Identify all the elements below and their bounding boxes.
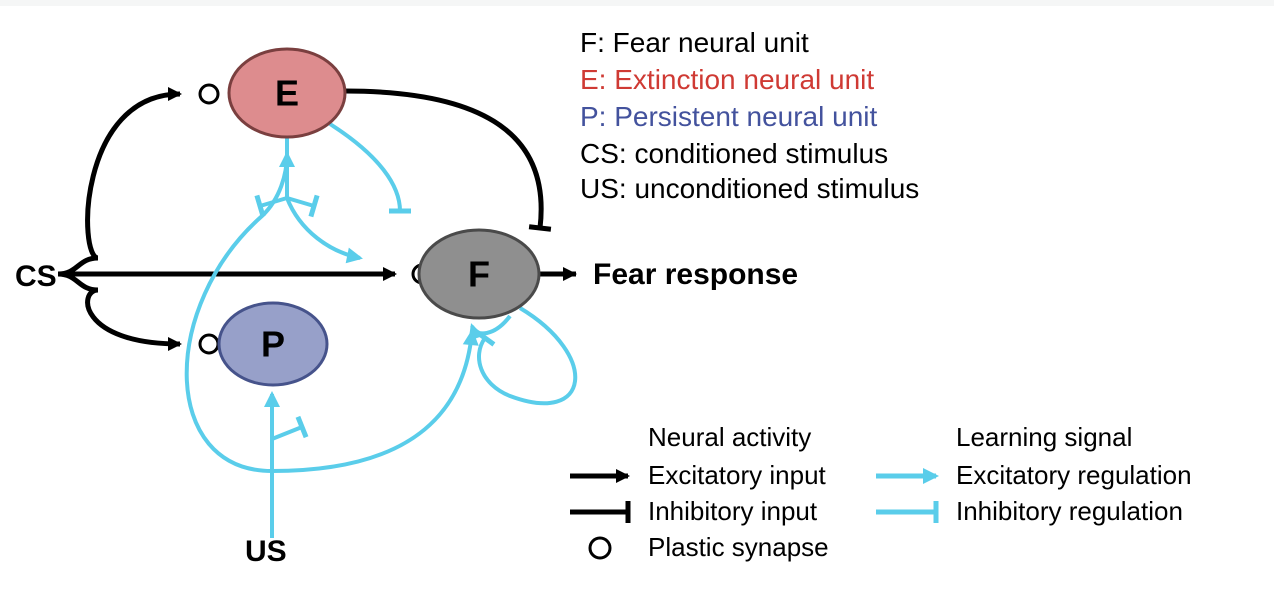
def-F: F: Fear neural unit	[580, 27, 809, 58]
node-F: F	[419, 230, 539, 318]
node-E-label: E	[275, 73, 299, 114]
node-P: P	[219, 303, 327, 385]
cs-label: CS	[15, 260, 57, 293]
diagram-canvas: E P F CS US Fear response F: Fear neural…	[0, 6, 1274, 606]
legend-left-header: Neural activity	[648, 422, 811, 452]
legend-bottom: Neural activity Excitatory input Inhibit…	[570, 422, 1192, 562]
node-E: E	[229, 49, 345, 137]
diagram-svg: E P F CS US Fear response F: Fear neural…	[0, 6, 1274, 606]
legend-plastic-synapse-icon	[590, 538, 610, 558]
def-E: E: Extinction neural unit	[580, 64, 874, 95]
legend-plastic-synapse: Plastic synapse	[648, 532, 829, 562]
def-P: P: Persistent neural unit	[580, 101, 877, 132]
legend-excitatory-reg: Excitatory regulation	[956, 460, 1192, 490]
legend-inhibitory-input: Inhibitory input	[648, 496, 818, 526]
legend-right-header: Learning signal	[956, 422, 1132, 452]
legend-excitatory-input: Excitatory input	[648, 460, 827, 490]
def-CS: CS: conditioned stimulus	[580, 138, 888, 169]
fear-response-label: Fear response	[593, 258, 798, 291]
def-US: US: unconditioned stimulus	[580, 173, 919, 204]
legend-inhibitory-reg: Inhibitory regulation	[956, 496, 1183, 526]
node-P-label: P	[261, 324, 285, 365]
node-F-label: F	[468, 254, 490, 295]
us-label: US	[245, 535, 287, 568]
definitions: F: Fear neural unit E: Extinction neural…	[580, 27, 919, 204]
